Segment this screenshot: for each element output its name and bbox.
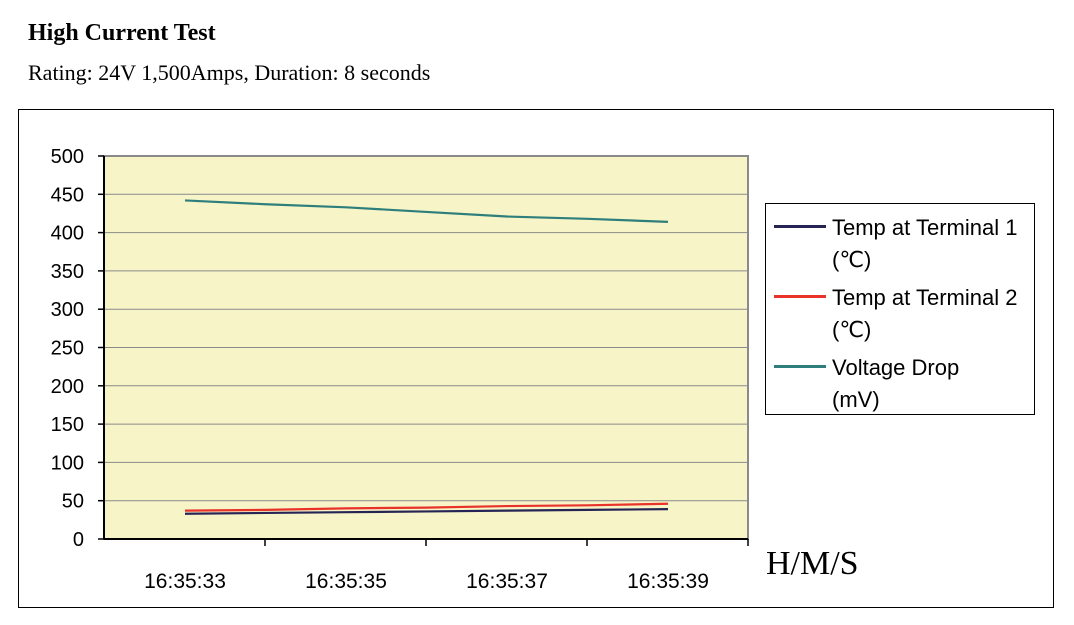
- y-tick-label: 300: [51, 299, 84, 321]
- y-tick-label: 50: [62, 491, 84, 513]
- legend-swatch-terminal-1: [774, 225, 826, 228]
- y-tick-label: 200: [51, 376, 84, 398]
- x-tick-label: 16:35:33: [144, 570, 226, 593]
- series-line-0: [184, 508, 669, 515]
- y-tick-label: 350: [51, 261, 84, 283]
- x-axis-label: H/M/S: [766, 545, 859, 582]
- legend-swatch-voltage-drop: [774, 365, 826, 368]
- chart-subtitle: Rating: 24V 1,500Amps, Duration: 8 secon…: [28, 60, 431, 85]
- y-tick-label: 250: [51, 338, 84, 360]
- series-line-1: [184, 502, 669, 512]
- x-tick-label: 16:35:35: [305, 570, 387, 593]
- y-axis-ticks: 0 50 100 150 200 250 300 350 400 450 500: [51, 146, 104, 551]
- x-axis-ticks: 16:35:33 16:35:35 16:35:37 16:35:39: [144, 539, 749, 593]
- legend-label-voltage-drop: Voltage Drop (mV): [832, 355, 960, 412]
- y-tick-label: 400: [51, 223, 84, 245]
- y-tick-label: 500: [51, 146, 84, 168]
- legend: Temp at Terminal 1 (℃) Temp at Terminal …: [765, 203, 1035, 415]
- y-tick-label: 150: [51, 414, 84, 436]
- series-line-2: [184, 199, 669, 223]
- y-tick-label: 0: [73, 529, 84, 551]
- y-tick-label: 100: [51, 452, 84, 474]
- series-lines: [184, 199, 669, 515]
- gridlines: [104, 193, 748, 502]
- legend-label-terminal-1: Temp at Terminal 1 (℃): [832, 215, 1018, 272]
- chart-title: High Current Test: [28, 20, 216, 46]
- x-tick-label: 16:35:39: [627, 570, 709, 593]
- legend-label-terminal-2: Temp at Terminal 2 (℃): [832, 285, 1018, 342]
- y-tick-label: 450: [51, 184, 84, 206]
- legend-swatch-terminal-2: [774, 295, 826, 298]
- x-tick-label: 16:35:37: [466, 570, 548, 593]
- chart-frame: [18, 109, 1054, 608]
